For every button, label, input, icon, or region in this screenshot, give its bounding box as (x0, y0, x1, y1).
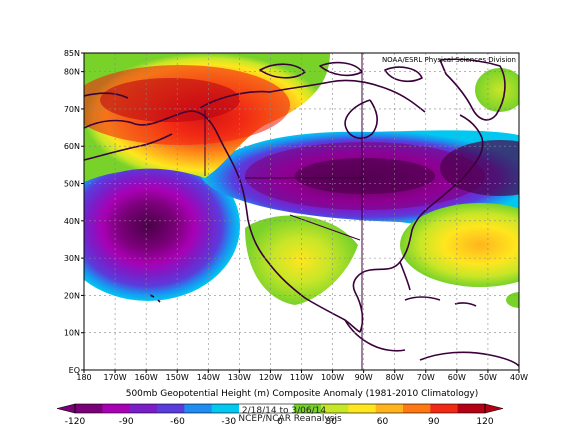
lon-tick-label: 180 (76, 373, 91, 382)
colorbar-segment (157, 404, 185, 413)
cold-anomaly-east-pacific (84, 151, 240, 301)
colorbar-label: -90 (119, 417, 134, 427)
lat-tick-label: 50N (64, 180, 80, 189)
colorbar-right-arrow (484, 403, 504, 414)
cold-anomaly-core-inner (295, 158, 435, 194)
lat-tick-label: 70N (64, 105, 80, 114)
colorbar-segment (129, 404, 158, 413)
colorbar-segment (293, 404, 322, 413)
colorbar-label: 0 (277, 417, 283, 427)
longitude-labels: 180 170W 160W 150W 140W 130W 120W 110W 100W 90W 80… (76, 370, 528, 382)
lon-tick-label: 150W (166, 373, 189, 382)
date-range-text: 2/18/14 to 3/06/14 (242, 406, 326, 416)
lon-tick-label: 60W (448, 373, 466, 382)
lat-tick-label: 30N (64, 254, 80, 263)
colorbar-segment (75, 404, 103, 413)
lon-tick-label: 170W (103, 373, 126, 382)
lon-tick-label: 100W (321, 373, 344, 382)
colorbar-label: 90 (428, 417, 440, 427)
lon-tick-label: 160W (135, 373, 158, 382)
colorbar-label: 120 (476, 417, 493, 427)
lon-tick-label: 110W (290, 373, 313, 382)
colorbar-segment (348, 404, 377, 413)
lon-tick-label: 130W (228, 373, 251, 382)
cold-anomaly-atlantic (440, 140, 519, 196)
colorbar-label: -120 (65, 417, 86, 427)
lon-tick-label: 120W (259, 373, 282, 382)
lat-tick-label: 85N (64, 49, 80, 58)
figure-title: 500mb Geopotential Height (m) Composite … (126, 389, 479, 399)
colorbar-segment (430, 404, 459, 413)
colorbar: -120 -90 -60 -30 0 30 60 90 120 (56, 403, 504, 427)
colorbar-segment (184, 404, 213, 413)
colorbar-segment (211, 404, 240, 413)
warm-anomaly-greenland (475, 68, 519, 112)
colorbar-segment (266, 404, 295, 413)
colorbar-label: -60 (170, 417, 185, 427)
lon-tick-label: 80W (386, 373, 404, 382)
lat-tick-label: 80N (64, 68, 80, 77)
coastlines (84, 58, 519, 367)
colorbar-segment (321, 404, 349, 413)
colorbar-segment (457, 404, 486, 413)
lat-tick-label: 10N (64, 329, 80, 338)
credit-text: NOAA/ESRL Physical Sciences Division (382, 56, 516, 64)
lat-tick-label: 40N (64, 217, 80, 226)
colorbar-outline (74, 403, 486, 414)
colorbar-label: -30 (221, 417, 236, 427)
lon-tick-label: 90W (355, 373, 373, 382)
warm-anomaly-tropics (506, 292, 519, 308)
lon-tick-label: 50W (479, 373, 497, 382)
latitude-labels: 85N 80N 70N 60N 50N 40N 30N 20N 10N EQ (64, 49, 84, 375)
lat-tick-label: 60N (64, 142, 80, 151)
lon-tick-label: 40W (510, 373, 528, 382)
lon-tick-label: 70W (417, 373, 435, 382)
colorbar-segment (239, 404, 267, 413)
colorbar-label: 30 (326, 417, 338, 427)
warm-anomaly-atlantic (400, 203, 519, 287)
source-text: NCEP/NCAR Reanalysis (238, 414, 342, 424)
colorbar-label: 60 (377, 417, 389, 427)
colorbar-segment (375, 404, 404, 413)
lat-tick-label: 20N (64, 291, 80, 300)
colorbar-segment (102, 404, 131, 413)
lat-tick-label: EQ (69, 366, 80, 375)
colorbar-segment (403, 404, 431, 413)
lon-tick-label: 140W (197, 373, 220, 382)
warm-anomaly-southwest (245, 215, 358, 305)
anomaly-field (84, 53, 519, 370)
colorbar-left-arrow (56, 403, 76, 414)
